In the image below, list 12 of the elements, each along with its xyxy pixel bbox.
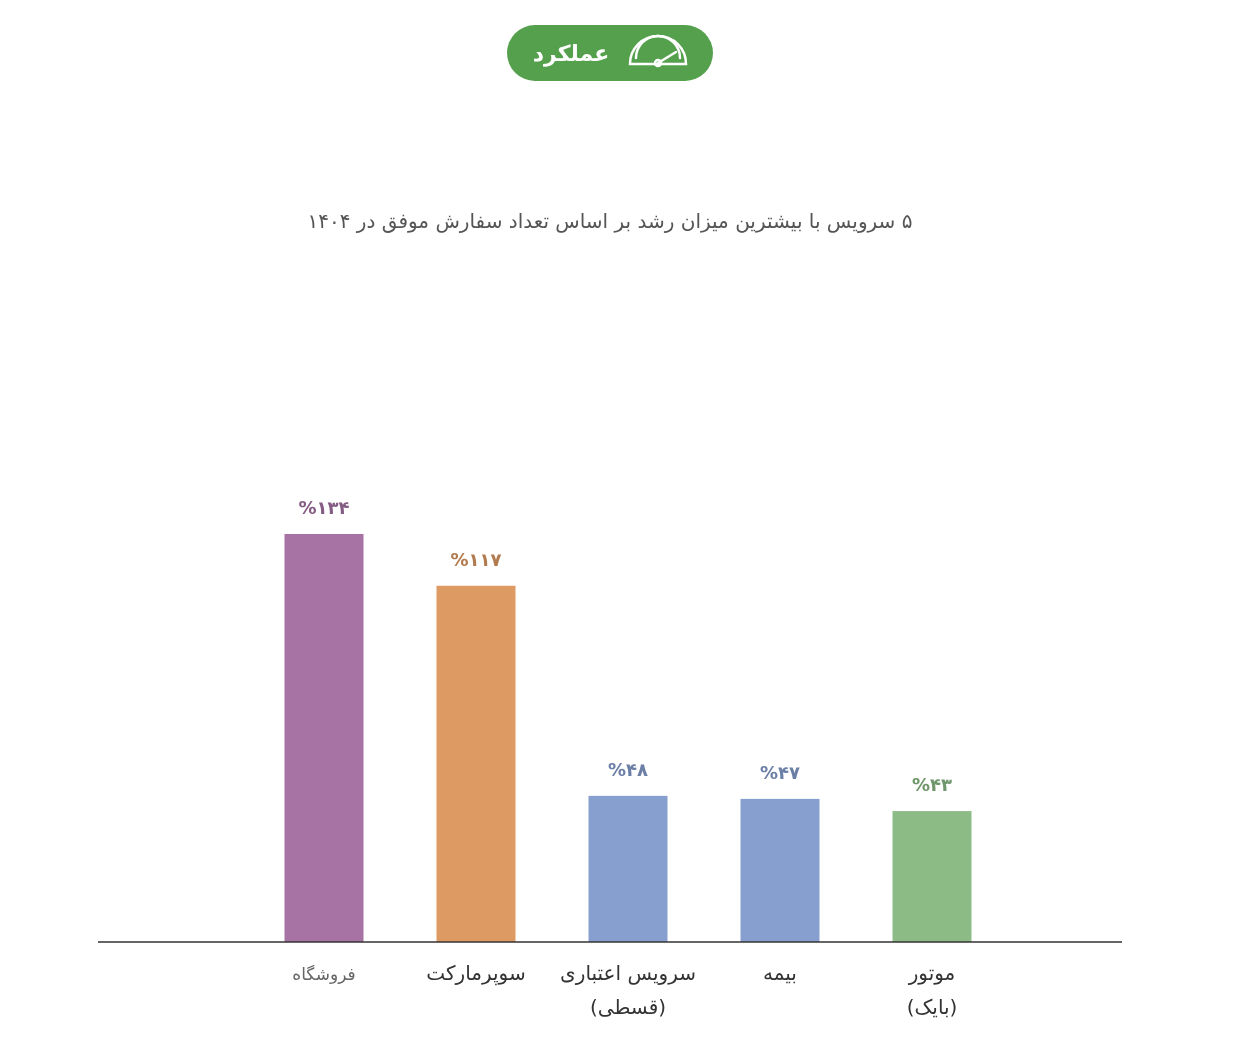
x-tick-label: سرویس اعتباری (قسطی) — [560, 961, 696, 1019]
x-tick-label: بیمه — [763, 961, 797, 985]
data-label: %۴۸ — [607, 758, 649, 780]
data-label: %۴۳ — [911, 774, 953, 796]
chart-subtitle: ۵ سرویس با بیشترین میزان رشد بر اساس تعداد سفارش موفق در ۱۴۰۴ — [307, 209, 913, 233]
x-tick-label: سوپرمارکت — [426, 961, 526, 986]
chart-title: عملکرد — [532, 41, 610, 67]
data-label: %۱۱۷ — [450, 548, 502, 570]
x-tick-label: فروشگاه — [292, 964, 356, 984]
data-label: %۱۳۴ — [298, 497, 350, 518]
data-label: %۴۷ — [759, 761, 801, 783]
x-tick-label: موتور (بایک) — [906, 961, 958, 1019]
